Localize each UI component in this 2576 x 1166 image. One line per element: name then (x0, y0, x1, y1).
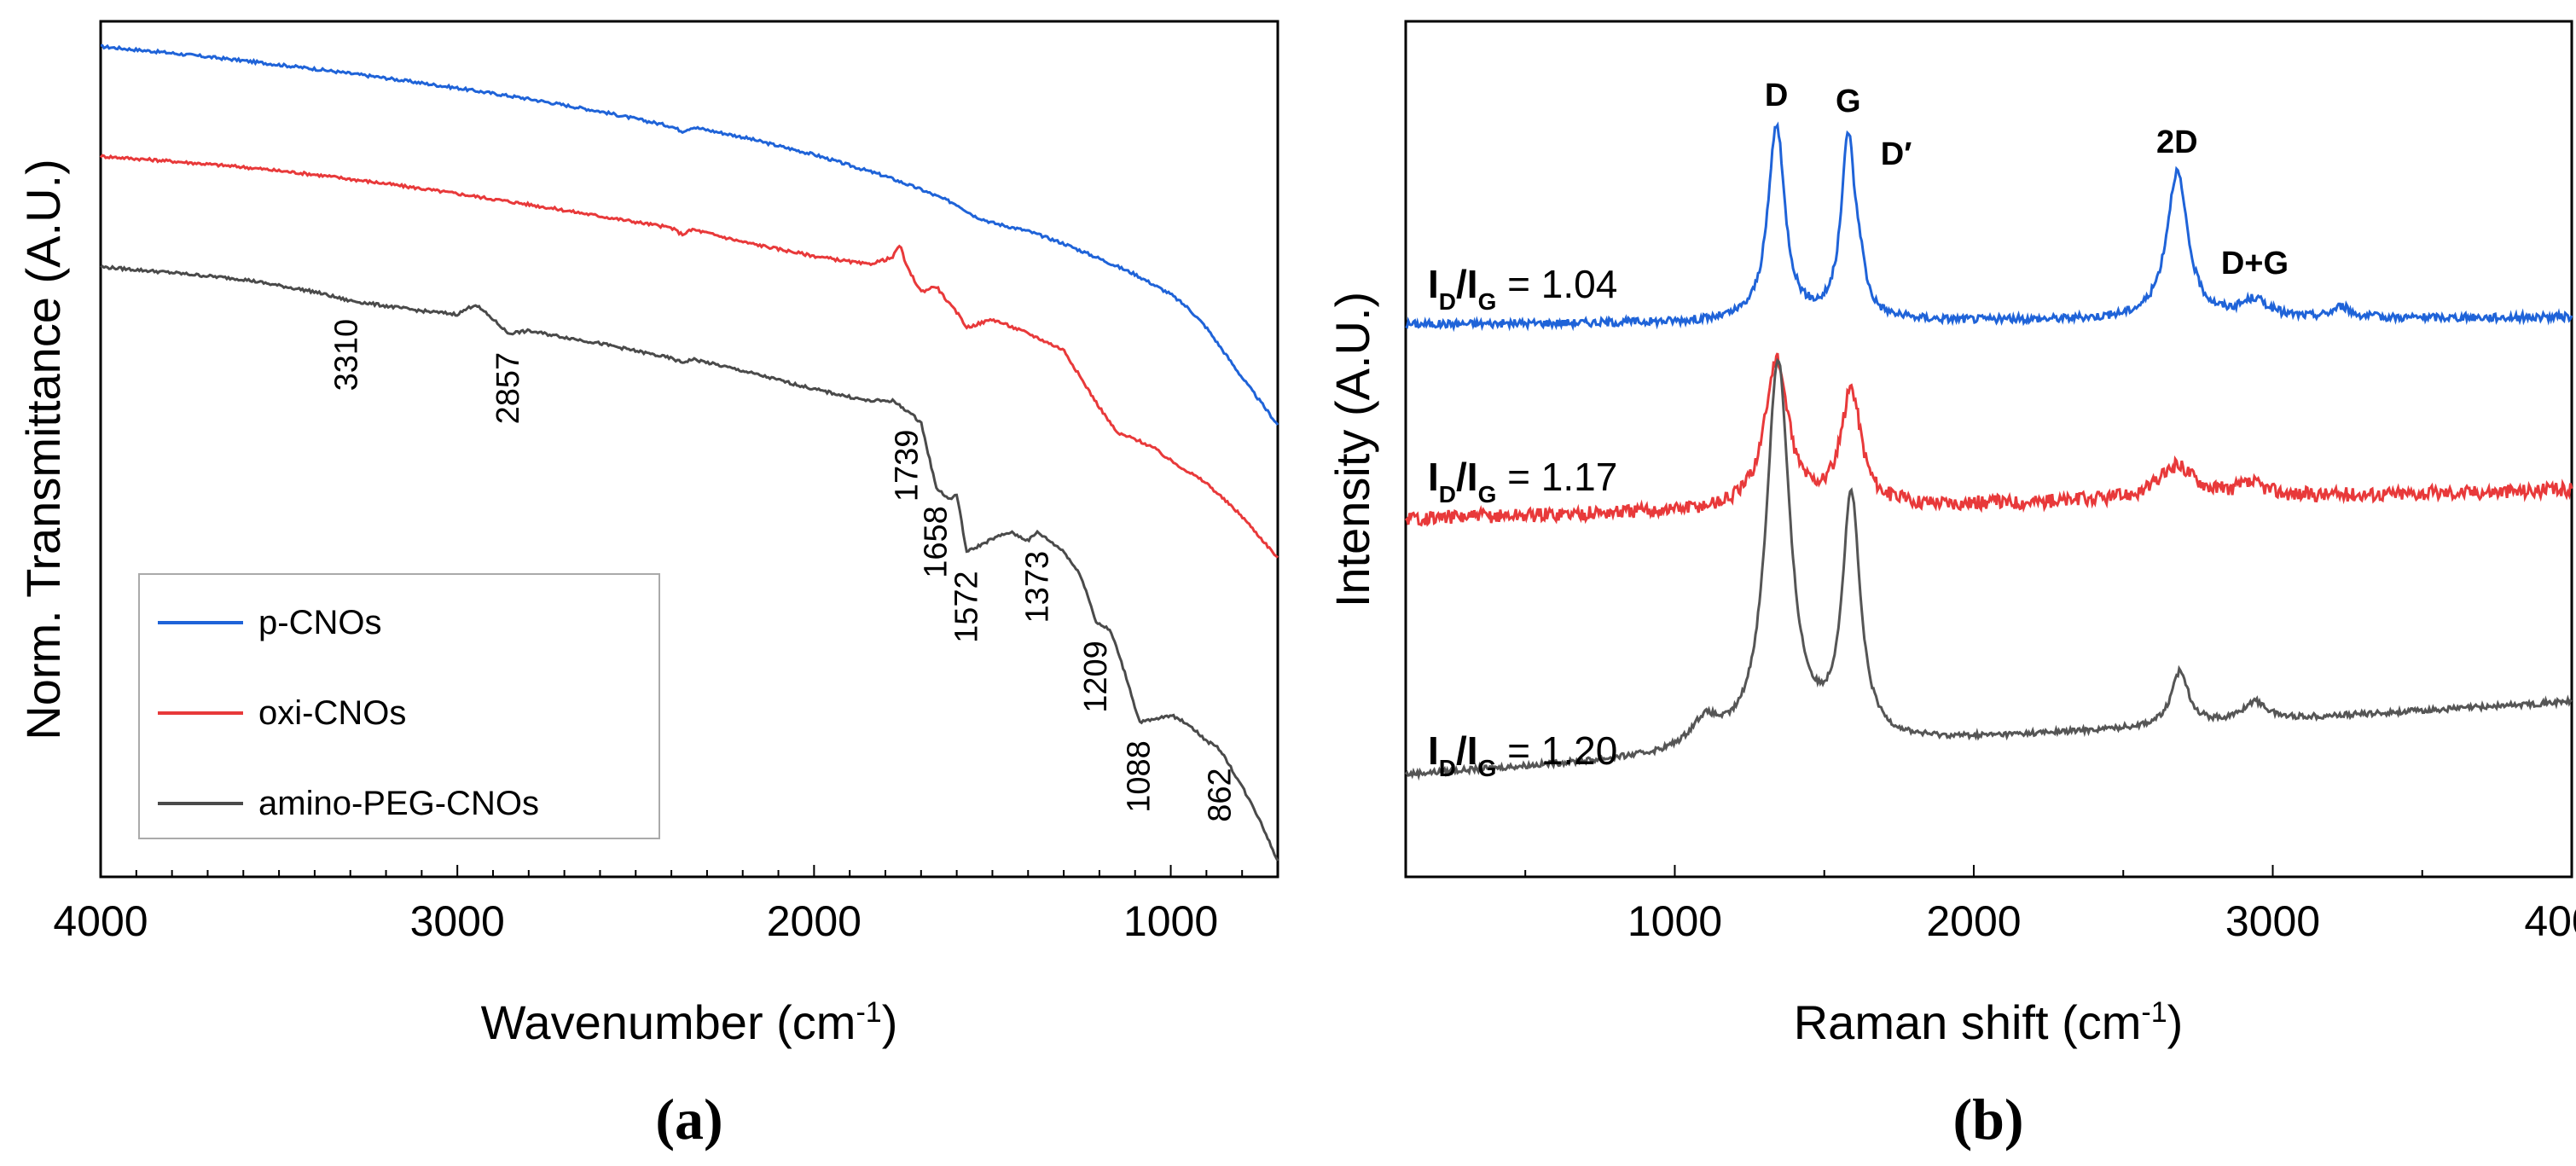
ratio-1-slash: /I (1456, 455, 1478, 499)
raman-peak-label-d-g: D+G (2221, 246, 2289, 281)
ftir-legend: p-CNOs oxi-CNOs amino-PEG-CNOs (138, 573, 660, 839)
ratio-0-sub2: G (1478, 288, 1497, 315)
ftir-y-axis-label: Norm. Transmittance (A.U.) (16, 159, 70, 740)
ftir-annotation-1373: 1373 (1020, 551, 1056, 624)
ftir-tick-label-4000: 4000 (53, 897, 148, 945)
ftir-x-axis-label: Wavenumber (cm-1) (481, 995, 898, 1049)
legend-label-p-cnos: p-CNOs (258, 604, 381, 641)
panel-a-label: (a) (655, 1087, 722, 1151)
ftir-series-group (99, 44, 1279, 861)
ratio-1-value: = 1.17 (1496, 455, 1617, 499)
raman-tick-label-3000: 3000 (2225, 897, 2320, 945)
raman-line-oxi-cnos (1404, 352, 2573, 527)
raman-peak-label-2d: 2D (2156, 125, 2198, 160)
raman-xlabel-main: Raman shift (cm (1794, 995, 2142, 1049)
raman-peak-labels: D G D′ 2D D+G (1765, 78, 2289, 281)
ftir-x-tick-labels: 4000 3000 2000 1000 (53, 897, 1218, 945)
ftir-x-ticks (100, 865, 1279, 877)
ratio-0-value: = 1.04 (1496, 262, 1617, 306)
ratio-0-slash: /I (1456, 262, 1478, 306)
ratio-2-value: = 1.20 (1496, 728, 1617, 773)
legend-label-amino-peg-cnos: amino-PEG-CNOs (258, 785, 539, 822)
ftir-line-p-cnos (100, 44, 1279, 426)
raman-peak-label-d-prime: D′ (1881, 136, 1912, 172)
raman-tick-label-4000: 4000 (2524, 897, 2576, 945)
raman-xlabel-end: ) (2167, 995, 2184, 1049)
ratio-0-sub1: D (1439, 288, 1456, 315)
ftir-annotation-1209: 1209 (1078, 641, 1114, 713)
raman-tick-label-2000: 2000 (1926, 897, 2021, 945)
raman-x-tick-labels: 1000 2000 3000 4000 (1627, 897, 2576, 945)
ratio-1-prefix: I (1428, 455, 1439, 499)
raman-line-p-cnos (1405, 121, 2573, 333)
legend-box (138, 573, 660, 839)
ratio-label-amino-peg-cnos: ID/IG = 1.20 (1428, 728, 1617, 781)
raman-line-amino-peg-cnos (1404, 357, 2573, 781)
ratio-2-sub1: D (1439, 755, 1456, 781)
raman-peak-label-d: D (1765, 78, 1788, 113)
ratio-0-prefix: I (1428, 262, 1439, 306)
ftir-annotation-1088: 1088 (1122, 740, 1157, 813)
ftir-tick-label-2000: 2000 (767, 897, 862, 945)
raman-y-axis-label: Intensity (A.U.) (1326, 292, 1379, 607)
raman-series-group (1404, 121, 2573, 781)
ftir-tick-label-3000: 3000 (410, 897, 505, 945)
ftir-tick-label-1000: 1000 (1123, 897, 1218, 945)
ftir-line-amino-peg-cnos (100, 264, 1279, 861)
raman-x-ticks (1524, 865, 2573, 877)
panel-b-raman: 1000200030004000 DGD′2DD+G ID/IG = 1.04 … (1326, 20, 2576, 1151)
ftir-xlabel-end: ) (882, 995, 898, 1049)
ftir-annotation-1572: 1572 (949, 571, 984, 643)
ratio-label-p-cnos: ID/IG = 1.04 (1428, 262, 1617, 315)
raman-peak-label-g: G (1836, 84, 1861, 119)
ftir-xlabel-main: Wavenumber (cm (481, 995, 856, 1049)
raman-x-axis-label: Raman shift (cm-1) (1794, 995, 2184, 1049)
ftir-xlabel-sup: -1 (856, 996, 881, 1029)
ftir-annotation-2857: 2857 (490, 352, 526, 425)
ratio-label-oxi-cnos: ID/IG = 1.17 (1428, 455, 1617, 508)
ftir-annotation-1739: 1739 (890, 430, 925, 502)
ftir-annotation-3310: 3310 (329, 319, 365, 392)
ftir-line-oxi-cnos (99, 154, 1279, 559)
raman-xlabel-sup: -1 (2141, 996, 2167, 1029)
ratio-2-sub2: G (1478, 755, 1497, 781)
panel-b-label: (b) (1952, 1087, 2023, 1151)
raman-tick-label-1000: 1000 (1627, 897, 1722, 945)
plot-frame-a (99, 20, 1279, 879)
ratio-1-sub2: G (1478, 481, 1497, 508)
ratio-2-prefix: I (1428, 728, 1439, 773)
plot-frame-b (1404, 20, 2573, 879)
ratio-1-sub1: D (1439, 481, 1456, 508)
ftir-annotation-1658: 1658 (918, 506, 954, 578)
ratio-2-slash: /I (1456, 728, 1478, 773)
ftir-annotation-862: 862 (1202, 768, 1238, 821)
legend-label-oxi-cnos: oxi-CNOs (258, 694, 406, 732)
